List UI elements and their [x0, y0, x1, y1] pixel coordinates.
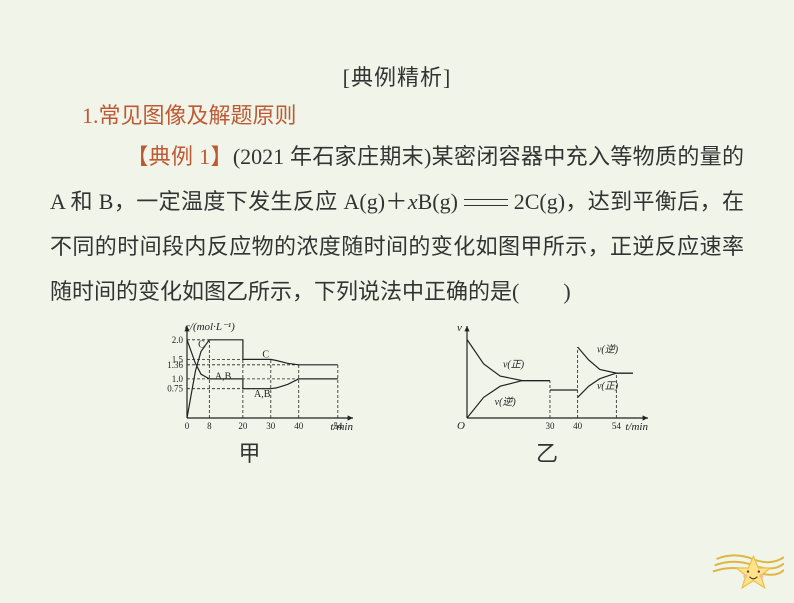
svg-text:t/min: t/min	[625, 421, 648, 433]
problem-text: 【典例 1】(2021 年石家庄期末)某密闭容器中充入等物质的量的 A 和 B，…	[50, 134, 744, 314]
figure-1-chart: c/(mol·L⁻¹)t/min2.01.51.361.00.750820304…	[145, 318, 355, 438]
svg-text:c/(mol·L⁻¹): c/(mol·L⁻¹)	[185, 321, 235, 333]
svg-text:54: 54	[333, 421, 343, 431]
svg-text:0.75: 0.75	[167, 384, 183, 394]
section-title: [典例精析]	[50, 60, 744, 92]
figure-2-chart: v t/min O 30 40 54 v(正) v(逆) v(逆) v(正)	[445, 318, 650, 438]
svg-text:8: 8	[207, 421, 212, 431]
svg-text:30: 30	[266, 421, 276, 431]
equilibrium-arrow-icon	[464, 196, 508, 210]
svg-text:40: 40	[294, 421, 304, 431]
svg-text:v(逆): v(逆)	[494, 396, 516, 408]
svg-text:C: C	[198, 340, 205, 351]
svg-text:v(正): v(正)	[502, 360, 524, 371]
svg-text:54: 54	[611, 421, 621, 431]
prose-part-2: B(g)	[418, 189, 458, 214]
svg-text:30: 30	[545, 421, 555, 431]
figures-row: c/(mol·L⁻¹)t/min2.01.51.361.00.750820304…	[50, 318, 744, 468]
svg-text:v: v	[457, 322, 462, 334]
svg-text:A,B: A,B	[214, 372, 231, 383]
svg-text:v(正): v(正)	[596, 381, 618, 392]
figure-2-wrap: v t/min O 30 40 54 v(正) v(逆) v(逆) v(正) 乙	[445, 318, 650, 468]
figure-2-caption: 乙	[536, 436, 558, 468]
svg-text:C: C	[262, 350, 269, 361]
svg-text:40: 40	[573, 421, 583, 431]
figure-1-wrap: c/(mol·L⁻¹)t/min2.01.51.361.00.750820304…	[145, 318, 355, 468]
example-label: 【典例 1】	[126, 144, 233, 169]
svg-text:2.0: 2.0	[171, 335, 183, 345]
star-decoration-icon	[712, 539, 784, 597]
svg-text:A,B: A,B	[254, 389, 271, 400]
svg-text:0: 0	[184, 421, 189, 431]
figure-1-caption: 甲	[238, 436, 260, 468]
var-x: x	[408, 189, 418, 214]
page-root: [典例精析] 1.常见图像及解题原则 【典例 1】(2021 年石家庄期末)某密…	[0, 0, 794, 603]
svg-text:1.36: 1.36	[167, 360, 183, 370]
svg-text:1.0: 1.0	[171, 374, 183, 384]
subsection-heading: 1.常见图像及解题原则	[82, 98, 744, 130]
svg-text:v(逆): v(逆)	[596, 344, 618, 356]
svg-text:20: 20	[238, 421, 248, 431]
svg-text:O: O	[457, 420, 465, 432]
